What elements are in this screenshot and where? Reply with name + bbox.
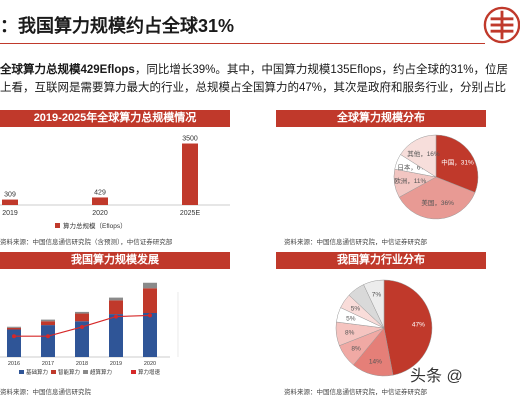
global-slice-4 bbox=[400, 134, 437, 178]
x-tick-2019: 2019 bbox=[110, 361, 122, 367]
data-label-2020: 429 bbox=[94, 189, 106, 196]
global-label-3: 日本，6% bbox=[397, 162, 426, 171]
bar-2018-2 bbox=[75, 311, 89, 314]
legend-label-1: 智能算力 bbox=[58, 368, 80, 376]
x-tick-2018: 2018 bbox=[76, 361, 88, 367]
global-label-2: 欧洲，11% bbox=[394, 176, 426, 185]
panel4-source: 资料来源：中国信息通信研究院，中信证券研究部 bbox=[284, 389, 427, 396]
legend-swatch-2 bbox=[83, 370, 88, 374]
bar-2019-1 bbox=[109, 300, 123, 315]
legend-label-2: 超算算力 bbox=[90, 368, 112, 376]
industry-label-4: 5% bbox=[346, 315, 356, 322]
bar-2016-2 bbox=[7, 326, 21, 328]
industry-label-2: 8% bbox=[351, 345, 361, 352]
global-label-4: 其他，16% bbox=[407, 149, 440, 158]
bar-2019 bbox=[2, 199, 18, 205]
data-label-2019: 309 bbox=[4, 192, 16, 199]
industry-label-5: 5% bbox=[351, 306, 361, 313]
x-tick-2020: 2020 bbox=[92, 210, 108, 217]
bar-2017-2 bbox=[41, 319, 55, 322]
legend-swatch bbox=[55, 223, 60, 228]
industry-label-1: 14% bbox=[369, 358, 382, 365]
legend-swatch-1 bbox=[51, 370, 56, 374]
industry-label-7: 7% bbox=[372, 291, 382, 298]
bar-2019-2 bbox=[109, 297, 123, 301]
bar-2025E bbox=[182, 143, 198, 205]
panel1-source: 资料来源：中国信息通信研究院（含预测），中信证券研究部 bbox=[0, 239, 173, 246]
summary-text: 全球算力总规模429Eflops，同比增长39%。其中，中国算力规模135Efl… bbox=[0, 61, 520, 97]
legend-swatch-0 bbox=[19, 370, 24, 374]
bar-2017-1 bbox=[41, 321, 55, 326]
data-label-2025E: 3500 bbox=[182, 136, 198, 143]
panel1-header: 2019-2025年全球算力总规模情况 bbox=[0, 110, 230, 127]
panel3-header: 我国算力规模发展 bbox=[0, 252, 230, 269]
bar-2020-0 bbox=[143, 313, 157, 357]
watermark-text: 头条 @ bbox=[410, 368, 463, 385]
citic-logo-icon bbox=[483, 6, 520, 44]
legend-label: 算力总规模（Eflops） bbox=[63, 221, 127, 230]
bar-2020-1 bbox=[143, 288, 157, 313]
growth-point-4 bbox=[148, 313, 152, 318]
panel2-source: 资料来源：中国信息通信研究院，中信证券研究部 bbox=[284, 239, 427, 246]
bar-2017-0 bbox=[41, 325, 55, 357]
bar-2020 bbox=[92, 197, 108, 205]
summary-bold: 全球算力总规模429Eflops bbox=[0, 64, 135, 76]
global-label-1: 美国，36% bbox=[421, 198, 454, 207]
bar-2018-1 bbox=[75, 313, 89, 322]
legend-label-3: 算力增速 bbox=[138, 368, 161, 376]
growth-point-1 bbox=[46, 334, 50, 339]
industry-slice-7 bbox=[363, 279, 385, 329]
industry-label-3: 8% bbox=[345, 329, 355, 336]
x-tick-2025E: 2025E bbox=[180, 210, 201, 217]
slide-title: ：我国算力规模约占全球31% bbox=[0, 16, 235, 36]
global-distribution-pie-chart: 中国，31% 美国，36% 欧洲，11% 日本，6% 其他，16% bbox=[393, 134, 479, 220]
legend-swatch-3 bbox=[131, 370, 136, 374]
title-underline bbox=[0, 43, 485, 44]
bar-2018-0 bbox=[75, 321, 89, 357]
panel3-source: 资料来源：中国信息通信研究院 bbox=[0, 389, 91, 396]
x-tick-2017: 2017 bbox=[42, 361, 54, 367]
growth-point-0 bbox=[12, 334, 16, 339]
panel2-header: 全球算力规模分布 bbox=[276, 110, 486, 127]
bar-2016-1 bbox=[7, 327, 21, 330]
growth-point-3 bbox=[114, 314, 118, 319]
legend-label-0: 基础算力 bbox=[26, 368, 48, 376]
global-compute-bar-chart: 309 2019 429 2020 3500 2025E 算力总规模（Eflops） bbox=[0, 136, 230, 230]
panel4-header: 我国算力行业分布 bbox=[276, 252, 486, 269]
summary-line2: 上看，互联网是需要算力最大的行业，总规模占全国算力的47%，其次是政府和服务行业… bbox=[0, 82, 507, 94]
industry-label-0: 47% bbox=[412, 322, 425, 329]
global-label-0: 中国，31% bbox=[441, 157, 474, 166]
x-tick-2016: 2016 bbox=[8, 361, 20, 367]
bar-2016-0 bbox=[7, 329, 21, 357]
summary-line1: ，同比增长39%。其中，中国算力规模135Eflops，约占全球的31%，位居 bbox=[134, 64, 509, 76]
x-tick-2020: 2020 bbox=[144, 361, 156, 367]
global-slice-0 bbox=[435, 134, 479, 193]
growth-point-2 bbox=[80, 324, 84, 329]
bar-2020-2 bbox=[143, 282, 157, 289]
x-tick-2019: 2019 bbox=[2, 210, 18, 217]
global-slice-1 bbox=[398, 176, 476, 220]
china-industry-pie-chart: 47% 14% 8% 8% 5% 5% 7% bbox=[335, 279, 433, 377]
industry-slice-0 bbox=[383, 279, 433, 376]
china-compute-development-chart: 2016 2017 2018 2019 2020 基础算力 智能算力 超算算力 算力增速 bbox=[0, 282, 179, 376]
bar-2019-0 bbox=[109, 314, 123, 357]
